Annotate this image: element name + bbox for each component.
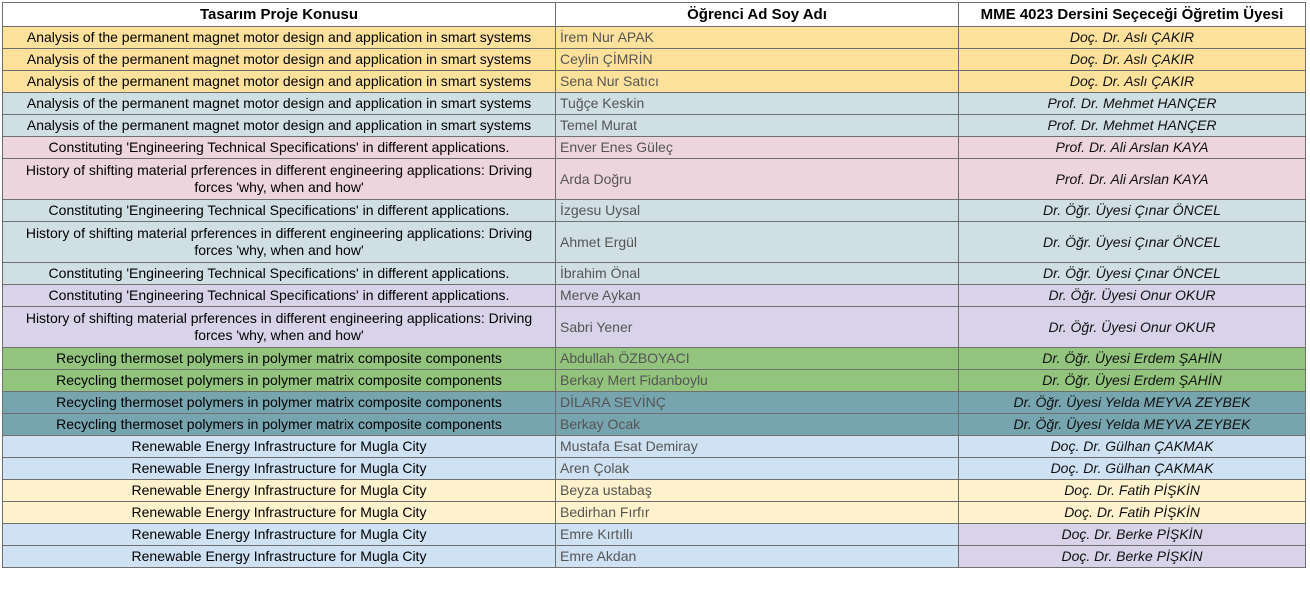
topic-cell[interactable]: Renewable Energy Infrastructure for Mugl… <box>2 545 556 568</box>
header-advisor[interactable]: MME 4023 Dersini Seçeceği Öğretim Üyesi <box>958 2 1306 27</box>
advisor-cell[interactable]: Dr. Öğr. Üyesi Yelda MEYVA ZEYBEK <box>958 391 1306 414</box>
header-topic[interactable]: Tasarım Proje Konusu <box>2 2 556 27</box>
advisor-cell[interactable]: Doç. Dr. Gülhan ÇAKMAK <box>958 435 1306 458</box>
topic-cell[interactable]: Renewable Energy Infrastructure for Mugl… <box>2 479 556 502</box>
advisor-cell[interactable]: Dr. Öğr. Üyesi Onur OKUR <box>958 306 1306 348</box>
header-row: Tasarım Proje Konusu Öğrenci Ad Soy Adı … <box>2 2 1306 27</box>
student-cell[interactable]: Emre Kırtıllı <box>555 523 959 546</box>
table-row: History of shifting material prferences … <box>2 306 1306 348</box>
advisor-cell[interactable]: Doç. Dr. Berke PİŞKİN <box>958 545 1306 568</box>
topic-cell[interactable]: Renewable Energy Infrastructure for Mugl… <box>2 523 556 546</box>
student-cell[interactable]: İrem Nur APAK <box>555 26 959 49</box>
student-cell[interactable]: Merve Aykan <box>555 284 959 307</box>
student-cell[interactable]: Tuğçe Keskin <box>555 92 959 115</box>
advisor-cell[interactable]: Dr. Öğr. Üyesi Çınar ÖNCEL <box>958 199 1306 222</box>
student-cell[interactable]: Ahmet Ergül <box>555 221 959 263</box>
student-cell[interactable]: Sabri Yener <box>555 306 959 348</box>
student-cell[interactable]: Ceylin ÇİMRİN <box>555 48 959 71</box>
topic-cell[interactable]: Constituting 'Engineering Technical Spec… <box>2 284 556 307</box>
topic-cell[interactable]: Analysis of the permanent magnet motor d… <box>2 48 556 71</box>
table-row: Renewable Energy Infrastructure for Mugl… <box>2 523 1306 546</box>
project-assignment-table: Tasarım Proje Konusu Öğrenci Ad Soy Adı … <box>2 2 1306 568</box>
table-row: History of shifting material prferences … <box>2 221 1306 263</box>
advisor-cell[interactable]: Prof. Dr. Mehmet HANÇER <box>958 114 1306 137</box>
advisor-cell[interactable]: Prof. Dr. Ali Arslan KAYA <box>958 158 1306 200</box>
advisor-cell[interactable]: Dr. Öğr. Üyesi Erdem ŞAHİN <box>958 347 1306 370</box>
advisor-cell[interactable]: Doç. Dr. Gülhan ÇAKMAK <box>958 457 1306 480</box>
advisor-cell[interactable]: Dr. Öğr. Üyesi Onur OKUR <box>958 284 1306 307</box>
table-row: Analysis of the permanent magnet motor d… <box>2 26 1306 49</box>
table-row: Recycling thermoset polymers in polymer … <box>2 347 1306 370</box>
table-row: Analysis of the permanent magnet motor d… <box>2 92 1306 115</box>
advisor-cell[interactable]: Doç. Dr. Aslı ÇAKIR <box>958 26 1306 49</box>
table-row: Constituting 'Engineering Technical Spec… <box>2 199 1306 222</box>
student-cell[interactable]: Abdullah ÖZBOYACI <box>555 347 959 370</box>
table-row: Constituting 'Engineering Technical Spec… <box>2 136 1306 159</box>
student-cell[interactable]: Bedirhan Fırfır <box>555 501 959 524</box>
advisor-cell[interactable]: Doç. Dr. Fatih PİŞKİN <box>958 501 1306 524</box>
topic-cell[interactable]: Recycling thermoset polymers in polymer … <box>2 347 556 370</box>
advisor-cell[interactable]: Dr. Öğr. Üyesi Yelda MEYVA ZEYBEK <box>958 413 1306 436</box>
topic-cell[interactable]: Recycling thermoset polymers in polymer … <box>2 369 556 392</box>
student-cell[interactable]: İzgesu Uysal <box>555 199 959 222</box>
table-row: History of shifting material prferences … <box>2 158 1306 200</box>
student-cell[interactable]: Berkay Ocak <box>555 413 959 436</box>
advisor-cell[interactable]: Doç. Dr. Fatih PİŞKİN <box>958 479 1306 502</box>
advisor-cell[interactable]: Doç. Dr. Berke PİŞKİN <box>958 523 1306 546</box>
table-row: Renewable Energy Infrastructure for Mugl… <box>2 435 1306 458</box>
student-cell[interactable]: DİLARA SEVİNÇ <box>555 391 959 414</box>
topic-cell[interactable]: Analysis of the permanent magnet motor d… <box>2 70 556 93</box>
topic-cell[interactable]: History of shifting material prferences … <box>2 158 556 200</box>
topic-cell[interactable]: Renewable Energy Infrastructure for Mugl… <box>2 501 556 524</box>
topic-cell[interactable]: Constituting 'Engineering Technical Spec… <box>2 262 556 285</box>
table-row: Analysis of the permanent magnet motor d… <box>2 70 1306 93</box>
topic-cell[interactable]: Analysis of the permanent magnet motor d… <box>2 114 556 137</box>
student-cell[interactable]: Arda Doğru <box>555 158 959 200</box>
advisor-cell[interactable]: Dr. Öğr. Üyesi Çınar ÖNCEL <box>958 221 1306 263</box>
student-cell[interactable]: İbrahim Önal <box>555 262 959 285</box>
student-cell[interactable]: Beyza ustabaş <box>555 479 959 502</box>
topic-cell[interactable]: Constituting 'Engineering Technical Spec… <box>2 136 556 159</box>
table-row: Renewable Energy Infrastructure for Mugl… <box>2 501 1306 524</box>
advisor-cell[interactable]: Dr. Öğr. Üyesi Çınar ÖNCEL <box>958 262 1306 285</box>
student-cell[interactable]: Aren Çolak <box>555 457 959 480</box>
student-cell[interactable]: Temel Murat <box>555 114 959 137</box>
topic-cell[interactable]: Analysis of the permanent magnet motor d… <box>2 26 556 49</box>
table-row: Recycling thermoset polymers in polymer … <box>2 391 1306 414</box>
table-row: Renewable Energy Infrastructure for Mugl… <box>2 545 1306 568</box>
advisor-cell[interactable]: Dr. Öğr. Üyesi Erdem ŞAHİN <box>958 369 1306 392</box>
table-row: Analysis of the permanent magnet motor d… <box>2 114 1306 137</box>
advisor-cell[interactable]: Prof. Dr. Mehmet HANÇER <box>958 92 1306 115</box>
header-student[interactable]: Öğrenci Ad Soy Adı <box>555 2 959 27</box>
table-row: Renewable Energy Infrastructure for Mugl… <box>2 457 1306 480</box>
table-row: Recycling thermoset polymers in polymer … <box>2 369 1306 392</box>
topic-cell[interactable]: Constituting 'Engineering Technical Spec… <box>2 199 556 222</box>
topic-cell[interactable]: History of shifting material prferences … <box>2 221 556 263</box>
advisor-cell[interactable]: Doç. Dr. Aslı ÇAKIR <box>958 70 1306 93</box>
student-cell[interactable]: Enver Enes Güleç <box>555 136 959 159</box>
topic-cell[interactable]: Recycling thermoset polymers in polymer … <box>2 391 556 414</box>
table-row: Constituting 'Engineering Technical Spec… <box>2 262 1306 285</box>
topic-cell[interactable]: Analysis of the permanent magnet motor d… <box>2 92 556 115</box>
table-row: Constituting 'Engineering Technical Spec… <box>2 284 1306 307</box>
student-cell[interactable]: Berkay Mert Fidanboylu <box>555 369 959 392</box>
table-row: Renewable Energy Infrastructure for Mugl… <box>2 479 1306 502</box>
topic-cell[interactable]: Recycling thermoset polymers in polymer … <box>2 413 556 436</box>
table-row: Recycling thermoset polymers in polymer … <box>2 413 1306 436</box>
student-cell[interactable]: Sena Nur Satıcı <box>555 70 959 93</box>
topic-cell[interactable]: Renewable Energy Infrastructure for Mugl… <box>2 435 556 458</box>
advisor-cell[interactable]: Doç. Dr. Aslı ÇAKIR <box>958 48 1306 71</box>
student-cell[interactable]: Emre Akdan <box>555 545 959 568</box>
topic-cell[interactable]: Renewable Energy Infrastructure for Mugl… <box>2 457 556 480</box>
table-row: Analysis of the permanent magnet motor d… <box>2 48 1306 71</box>
topic-cell[interactable]: History of shifting material prferences … <box>2 306 556 348</box>
advisor-cell[interactable]: Prof. Dr. Ali Arslan KAYA <box>958 136 1306 159</box>
student-cell[interactable]: Mustafa Esat Demiray <box>555 435 959 458</box>
